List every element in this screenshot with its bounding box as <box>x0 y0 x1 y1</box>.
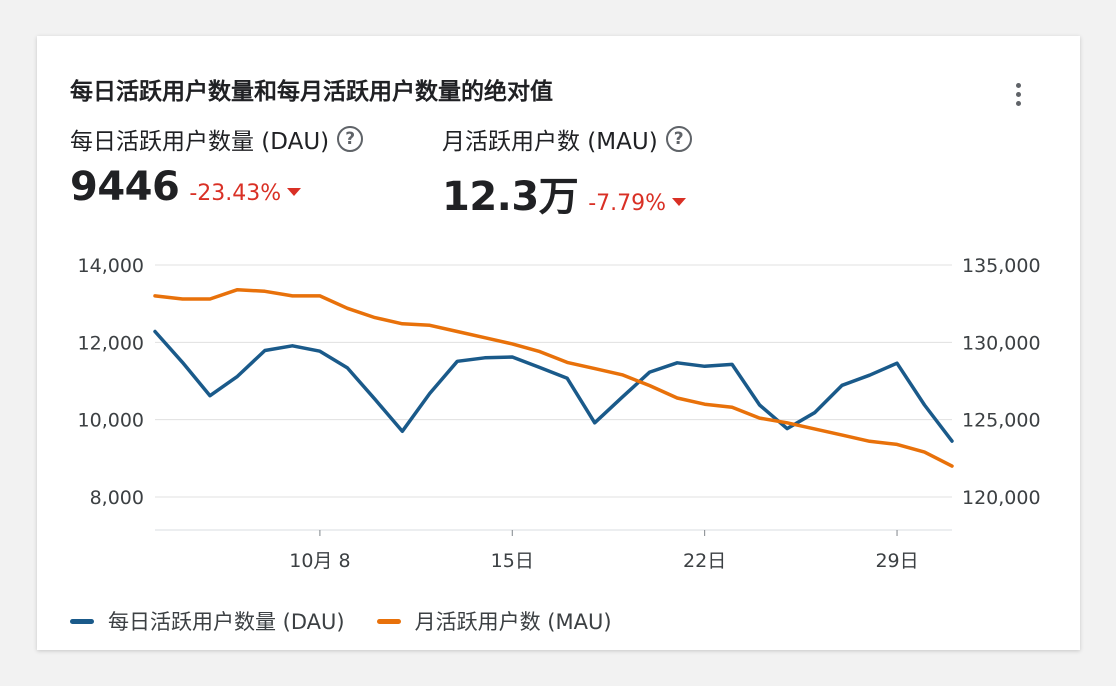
mau-change: -7.79% <box>588 191 667 216</box>
legend-swatch-dau <box>70 618 94 624</box>
dau-label: 每日活跃用户数量 (DAU) <box>70 129 330 155</box>
dau-metric: 每日活跃用户数量 (DAU) ? 9446 -23.43% <box>70 122 364 210</box>
chart-card: 每日活跃用户数量和每月活跃用户数量的绝对值 每日活跃用户数量 (DAU) ? 9… <box>37 36 1080 650</box>
y-right-tick-label: 130,000 <box>962 332 1041 354</box>
menu-dot <box>1015 91 1021 97</box>
card-title: 每日活跃用户数量和每月活跃用户数量的绝对值 <box>70 79 553 105</box>
help-icon[interactable]: ? <box>665 126 692 152</box>
dau-series-line <box>153 329 954 443</box>
dau-change: -23.43% <box>189 181 282 206</box>
legend-swatch-mau <box>376 618 401 624</box>
y-left-tick-label: 8,000 <box>90 487 144 509</box>
legend-label-mau: 月活跃用户数 (MAU) <box>414 610 612 634</box>
y-left-tick-label: 14,000 <box>78 255 144 277</box>
mau-label: 月活跃用户数 (MAU) <box>442 129 658 155</box>
help-icon[interactable]: ? <box>337 126 364 152</box>
y-right-tick-label: 120,000 <box>962 487 1041 509</box>
mau-metric: 月活跃用户数 (MAU) ? 12.3万 -7.79% <box>442 122 692 222</box>
more-vert-icon[interactable] <box>1005 78 1031 110</box>
mau-value: 12.3万 <box>442 174 579 220</box>
dau-value: 9446 <box>70 164 180 210</box>
legend-label-dau: 每日活跃用户数量 (DAU) <box>108 610 345 634</box>
caret-down-icon <box>287 188 302 196</box>
x-tick-label: 10月 8 <box>289 550 350 572</box>
legend-item-dau[interactable]: 每日活跃用户数量 (DAU) <box>70 606 345 636</box>
y-left-tick-label: 10,000 <box>78 410 144 432</box>
y-right-tick-label: 135,000 <box>962 255 1041 277</box>
x-tick-label: 22日 <box>683 550 726 572</box>
mau-series-line <box>153 287 954 468</box>
caret-down-icon <box>672 198 687 206</box>
y-left-tick-label: 12,000 <box>78 332 144 354</box>
y-right-tick-label: 125,000 <box>962 410 1041 432</box>
line-chart: 14,000 135,000 12,000 130,000 10,000 125,000 8… <box>78 255 1041 572</box>
x-tick-label: 15日 <box>491 550 534 572</box>
legend-item-mau[interactable]: 月活跃用户数 (MAU) <box>376 606 612 636</box>
chart-legend: 每日活跃用户数量 (DAU) 月活跃用户数 (MAU) <box>70 606 612 636</box>
menu-dot <box>1015 100 1021 106</box>
x-tick-label: 29日 <box>875 550 918 572</box>
menu-dot <box>1015 82 1021 88</box>
